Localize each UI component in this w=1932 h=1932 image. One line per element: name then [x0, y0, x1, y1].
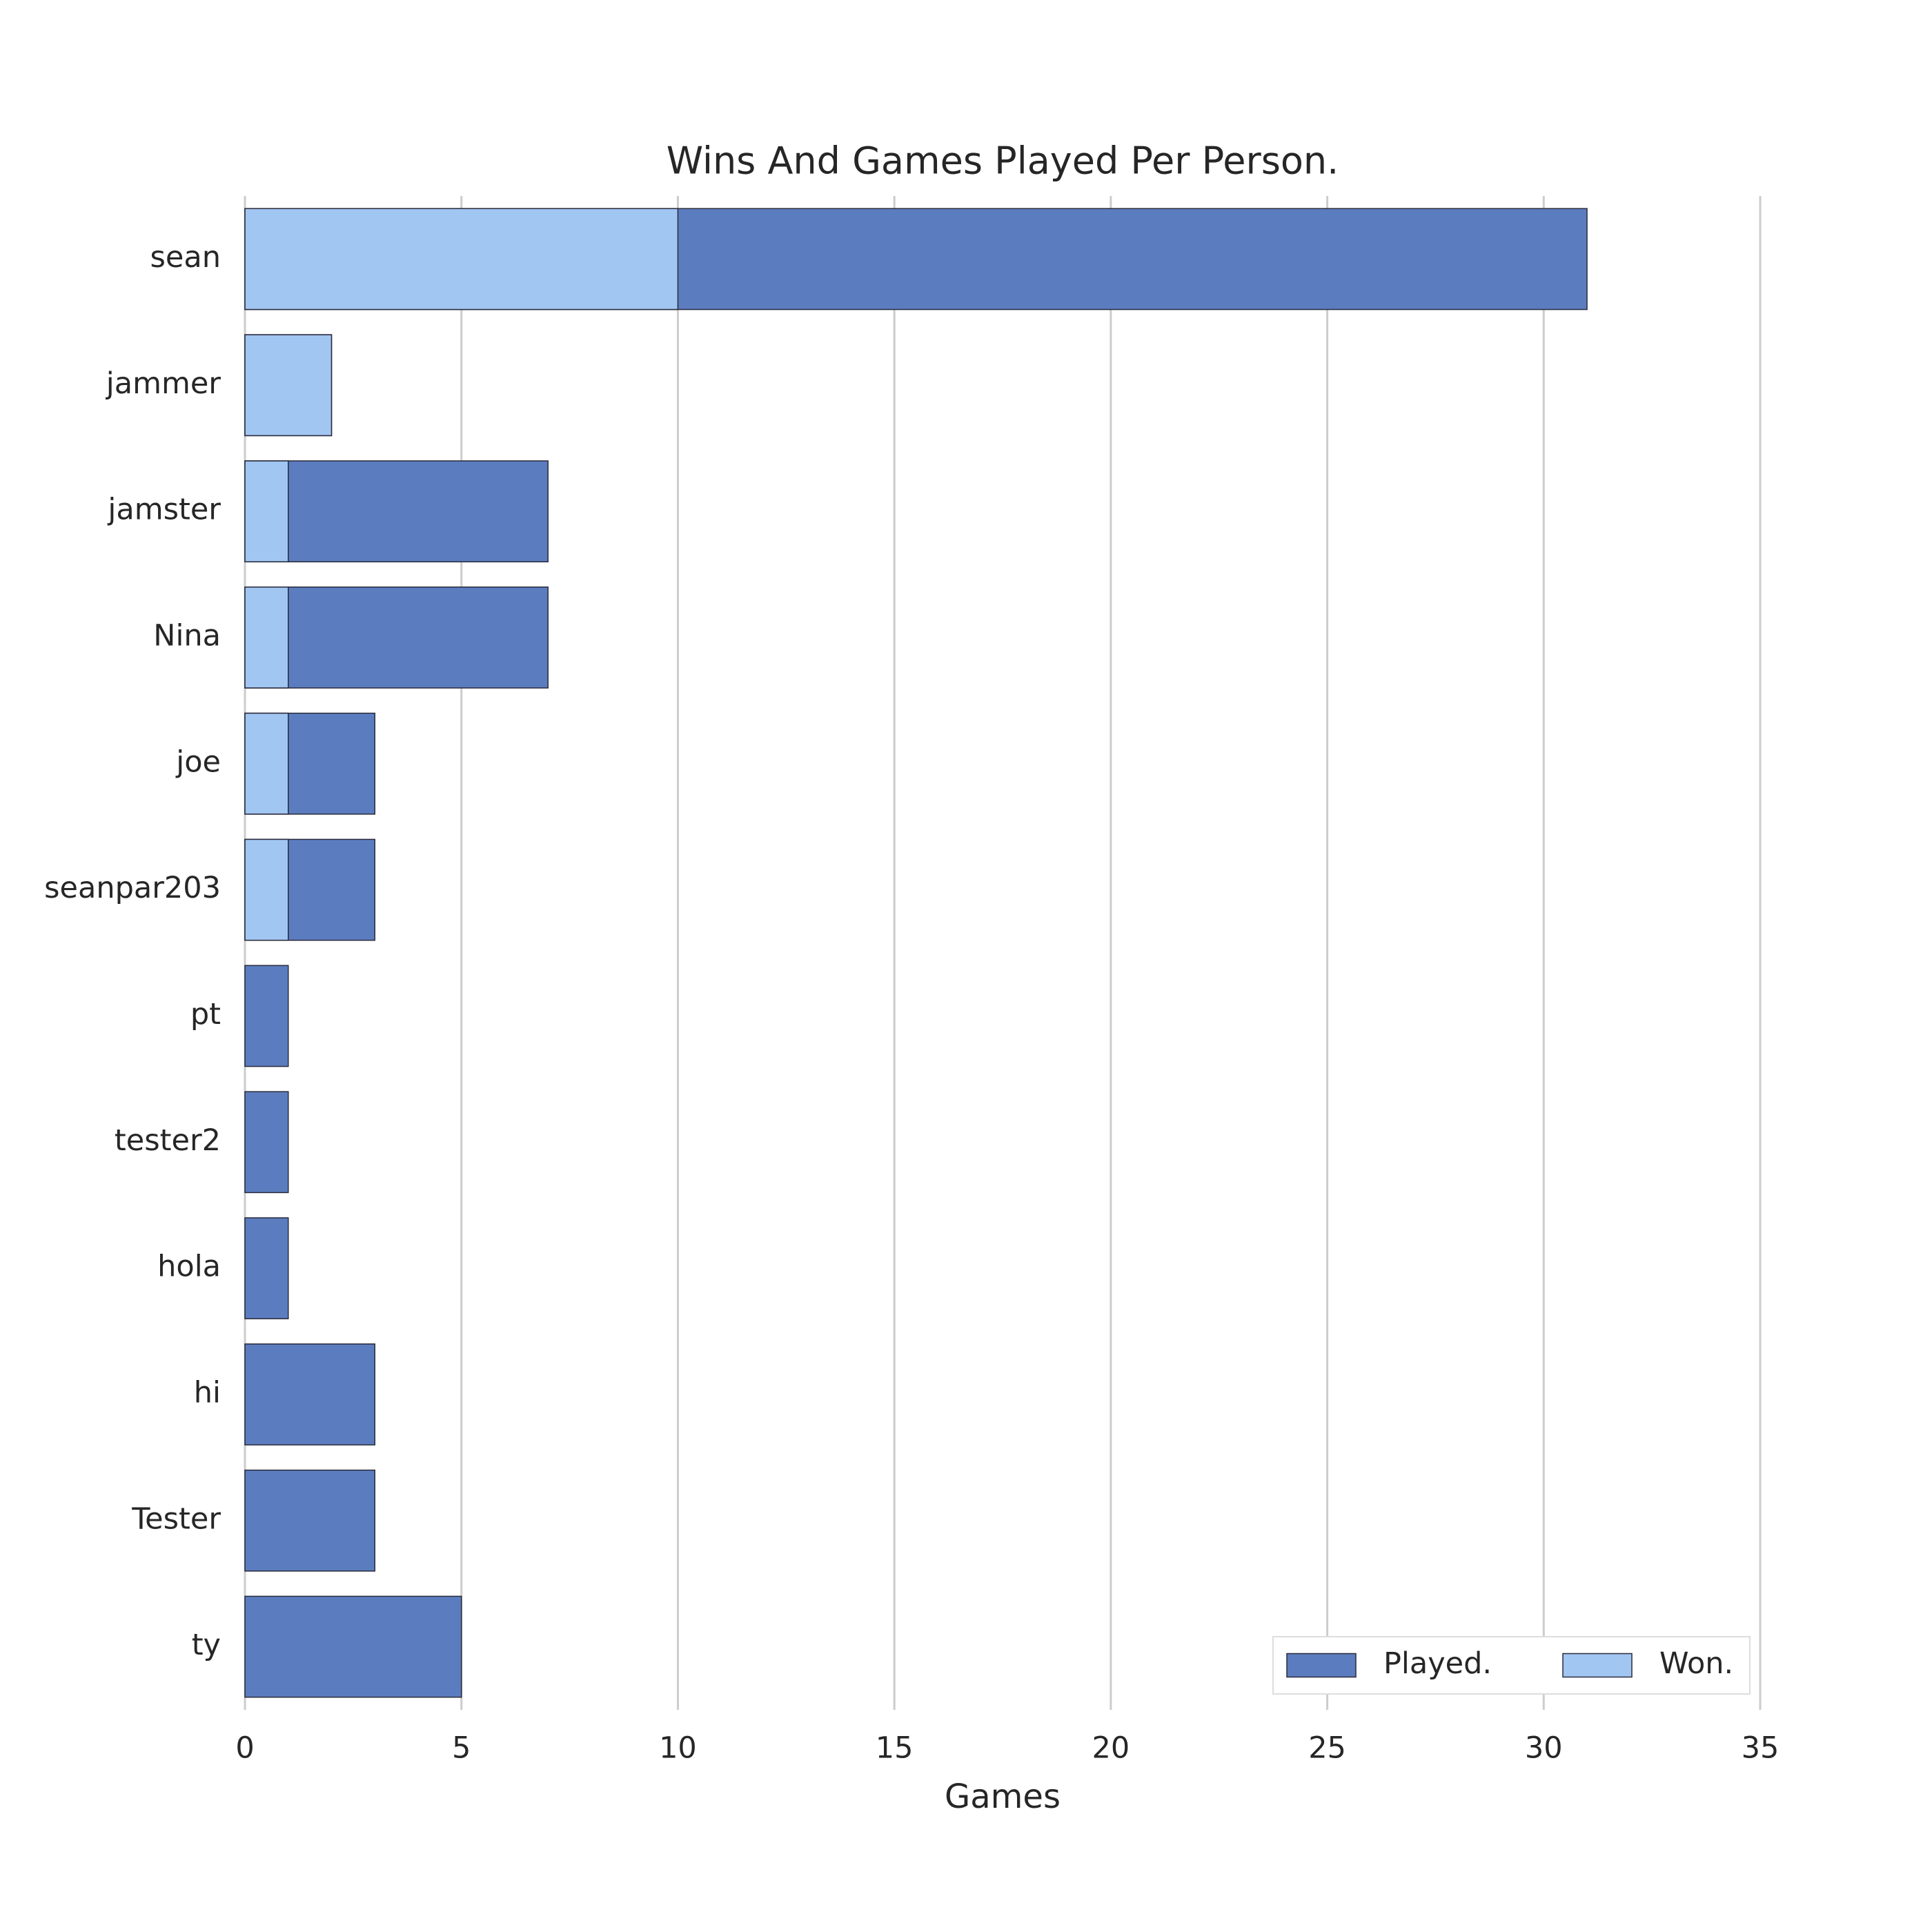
y-tick-label: Tester: [131, 1501, 221, 1536]
bar: [244, 208, 679, 310]
bar: [244, 460, 549, 562]
y-tick-label: seanpar203: [44, 871, 221, 905]
bar: [244, 334, 333, 437]
chart-title: Wins And Games Played Per Person.: [667, 139, 1339, 183]
x-axis-label: Games: [945, 1777, 1061, 1816]
bar: [244, 1091, 289, 1194]
x-tick-label: 30: [1525, 1731, 1563, 1766]
bar: [244, 1469, 375, 1572]
x-tick-label: 35: [1742, 1731, 1780, 1766]
y-tick-label: Nina: [153, 618, 221, 653]
y-tick-label: tester2: [115, 1123, 221, 1158]
bar: [244, 1595, 462, 1698]
bar: [244, 712, 289, 815]
y-tick-label: pt: [190, 997, 221, 1032]
y-tick-label: joe: [175, 745, 221, 779]
bar: [244, 460, 289, 562]
y-tick-label: hi: [194, 1375, 221, 1410]
legend-swatch: [1286, 1653, 1357, 1678]
y-tick-label: jammer: [106, 366, 221, 401]
bar: [244, 1343, 375, 1446]
y-tick-label: hola: [157, 1250, 221, 1284]
legend: Played. Won.: [1272, 1636, 1751, 1695]
x-tick-label: 15: [876, 1731, 914, 1766]
bar: [244, 586, 549, 689]
legend-label: Played.: [1383, 1646, 1492, 1681]
bar: [244, 586, 289, 689]
legend-label: Won.: [1659, 1646, 1733, 1681]
y-tick-label: sean: [150, 240, 221, 275]
x-tick-label: 5: [452, 1731, 471, 1766]
bar: [244, 965, 289, 1067]
legend-swatch: [1562, 1653, 1633, 1678]
y-tick-label: ty: [192, 1628, 221, 1662]
x-tick-label: 10: [659, 1731, 697, 1766]
bar: [244, 1217, 289, 1319]
x-tick-label: 20: [1092, 1731, 1130, 1766]
x-tick-label: 0: [235, 1731, 254, 1766]
bar: [244, 838, 289, 941]
x-tick-label: 25: [1308, 1731, 1346, 1766]
y-tick-label: jamster: [107, 493, 221, 527]
